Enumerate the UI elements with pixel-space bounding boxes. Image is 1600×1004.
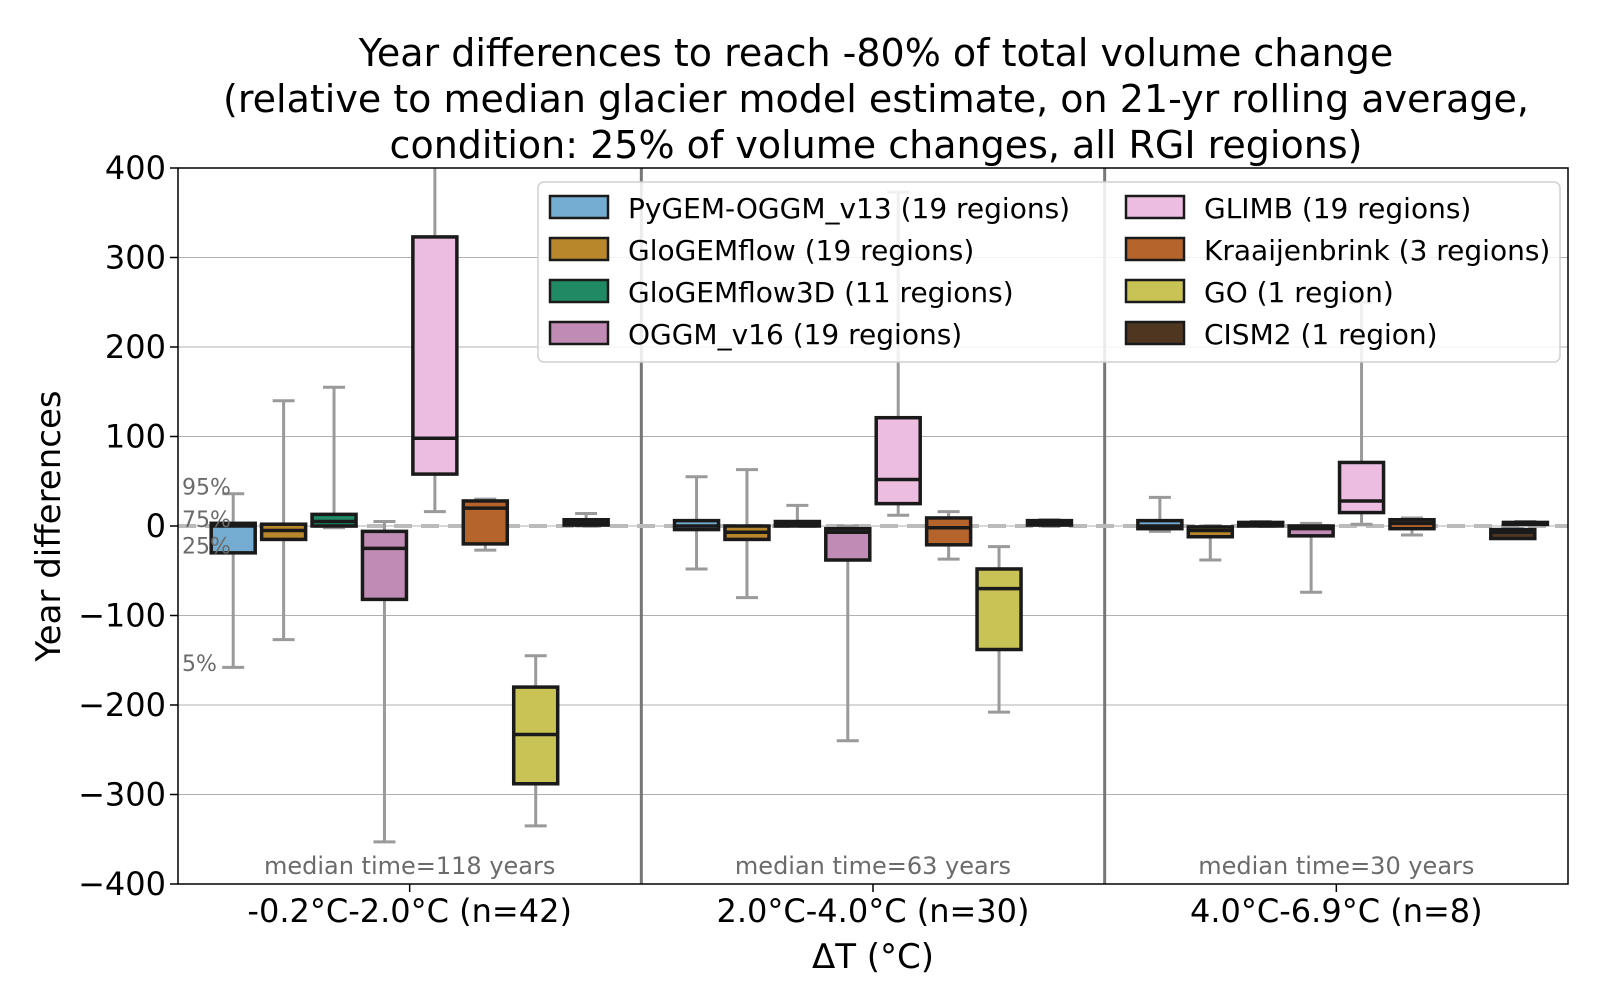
box-series-1-group-2	[1186, 524, 1235, 562]
box-series-5-group-2	[1388, 516, 1436, 537]
percentile-labels: 95% 75%25% 5%	[182, 476, 231, 677]
legend-swatch	[548, 194, 610, 220]
median-time-label: median time=63 years	[735, 852, 1011, 880]
y-axis-ticks: −400 −300 −200 −100 0 100 200 300 400	[78, 149, 178, 903]
legend-label: PyGEM-OGGM_v13 (19 regions)	[628, 192, 1070, 225]
y-tick-label: −200	[78, 686, 166, 724]
box-body	[874, 415, 922, 506]
median-time-labels: median time=118 years median time=63 year…	[264, 852, 1474, 880]
box-series	[209, 168, 1550, 844]
legend-label: GO (1 region)	[1204, 276, 1394, 309]
y-tick-label: 300	[105, 239, 166, 277]
legend-label: GLIMB (19 regions)	[1204, 192, 1471, 225]
box-series-2-group-0	[310, 385, 358, 530]
box-series-0-group-2	[1136, 495, 1184, 533]
y-tick-label: 400	[105, 149, 166, 187]
legend-item: PyGEM-OGGM_v13 (19 regions)	[548, 192, 1070, 225]
x-axis-label: ΔT (°C)	[812, 937, 934, 977]
legend-item: Kraaijenbrink (3 regions)	[1124, 234, 1550, 267]
legend-swatch	[548, 320, 610, 346]
x-tick-label: -0.2°C-2.0°C (n=42)	[247, 892, 572, 930]
legend-swatch	[1124, 236, 1186, 262]
box-series-6-group-1	[975, 545, 1023, 714]
box-series-7-group-0	[562, 511, 610, 528]
chart-title: Year differences to reach -80% of total …	[223, 31, 1529, 167]
y-tick-label: 0	[146, 507, 166, 545]
median-time-label: median time=118 years	[264, 852, 555, 880]
y-tick-label: 100	[105, 418, 166, 456]
box-series-7-group-1	[1025, 518, 1074, 528]
box-series-3-group-1	[824, 524, 872, 743]
legend-item: OGGM_v16 (19 regions)	[548, 318, 962, 351]
box-body	[1337, 460, 1386, 515]
box-body	[411, 235, 459, 476]
box-series-0-group-1	[672, 475, 721, 571]
y-tick-label: −300	[78, 776, 166, 814]
median-time-label: median time=30 years	[1198, 852, 1474, 880]
legend-swatch	[1124, 194, 1186, 220]
percentile-label: 75%	[182, 508, 231, 533]
legend-swatch	[1124, 278, 1186, 304]
box-series-4-group-0	[411, 168, 459, 514]
legend-swatch	[548, 236, 610, 262]
percentile-label: 95%	[182, 476, 231, 501]
y-tick-label: −400	[78, 865, 166, 903]
x-tick-label: 4.0°C-6.9°C (n=8)	[1190, 892, 1483, 930]
y-tick-label: 200	[105, 328, 166, 366]
box-series-5-group-1	[924, 510, 973, 561]
legend-item: GloGEMflow3D (11 regions)	[548, 276, 1014, 309]
box-series-2-group-1	[773, 503, 822, 528]
legend-label: OGGM_v16 (19 regions)	[628, 318, 962, 351]
box-body	[975, 567, 1023, 652]
legend-swatch	[548, 278, 610, 304]
box-series-5-group-0	[461, 497, 510, 552]
box-series-6-group-0	[511, 654, 560, 828]
legend-frame	[537, 181, 1561, 363]
title-line-3: condition: 25% of volume changes, all RG…	[390, 123, 1363, 167]
legend-label: Kraaijenbrink (3 regions)	[1204, 234, 1550, 267]
legend-item: CISM2 (1 region)	[1124, 318, 1438, 351]
box-series-2-group-2	[1236, 520, 1285, 528]
box-body	[1489, 527, 1537, 541]
y-axis-label: Year differences	[29, 390, 69, 662]
title-line-2: (relative to median glacier model estima…	[223, 77, 1529, 121]
box-body	[360, 529, 409, 602]
box-series-0-group-0	[209, 492, 257, 669]
x-axis-ticks: -0.2°C-2.0°C (n=42) 2.0°C-4.0°C (n=30) 4.0…	[247, 884, 1483, 930]
box-body	[924, 516, 973, 547]
box-extra	[1501, 520, 1550, 527]
legend-item: GLIMB (19 regions)	[1124, 192, 1471, 225]
title-line-1: Year differences to reach -80% of total …	[358, 31, 1394, 75]
box-series-7-group-2	[1489, 527, 1537, 541]
percentile-label: 25%	[182, 535, 231, 560]
legend-swatch	[1124, 320, 1186, 346]
box-series-1-group-0	[259, 399, 308, 642]
legend-label: CISM2 (1 region)	[1204, 318, 1438, 351]
box-series-1-group-1	[723, 468, 771, 600]
box-body	[209, 521, 257, 555]
legend-item: GO (1 region)	[1124, 276, 1394, 309]
legend-item: GloGEMflow (19 regions)	[548, 234, 974, 267]
legend: PyGEM-OGGM_v13 (19 regions) GloGEMflow (1…	[537, 181, 1561, 363]
box-series-3-group-2	[1287, 521, 1335, 594]
y-tick-label: −100	[78, 597, 166, 635]
box-series-3-group-0	[360, 520, 409, 844]
legend-label: GloGEMflow (19 regions)	[628, 234, 974, 267]
x-tick-label: 2.0°C-4.0°C (n=30)	[717, 892, 1030, 930]
legend-label: GloGEMflow3D (11 regions)	[628, 276, 1014, 309]
box-body	[1287, 524, 1335, 538]
percentile-label: 5%	[182, 652, 217, 677]
